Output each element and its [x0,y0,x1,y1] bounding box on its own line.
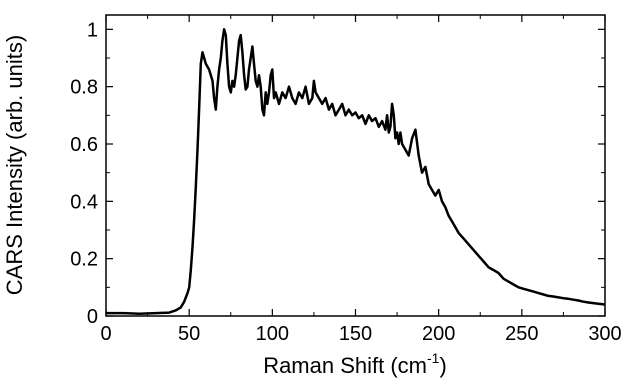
cars-spectrum-line [106,28,606,315]
y-tick-label: 0.4 [70,191,98,213]
x-tick-label: 250 [505,323,538,345]
y-tick-label: 0.6 [70,134,98,156]
x-tick-label: 50 [178,323,200,345]
y-axis-title: CARS Intensity (arb. units) [2,35,27,295]
y-tick-label: 0.8 [70,77,98,99]
x-tick-label: 150 [339,323,372,345]
x-tick-label: 100 [256,323,289,345]
y-tick-label: 0.2 [70,249,98,271]
y-tick-label: 0 [87,306,98,328]
y-axis-ticks: 0 0.2 0.4 0.6 0.8 1 [70,19,605,328]
x-tick-label: 0 [100,323,111,345]
x-axis-ticks: 0 50 100 150 200 250 300 [100,15,622,345]
plot-frame [105,14,606,317]
x-tick-label: 200 [422,323,455,345]
x-tick-label: 300 [588,323,621,345]
x-axis-title: Raman Shift (cm-1) [263,350,447,378]
y-tick-label: 1 [87,19,98,41]
